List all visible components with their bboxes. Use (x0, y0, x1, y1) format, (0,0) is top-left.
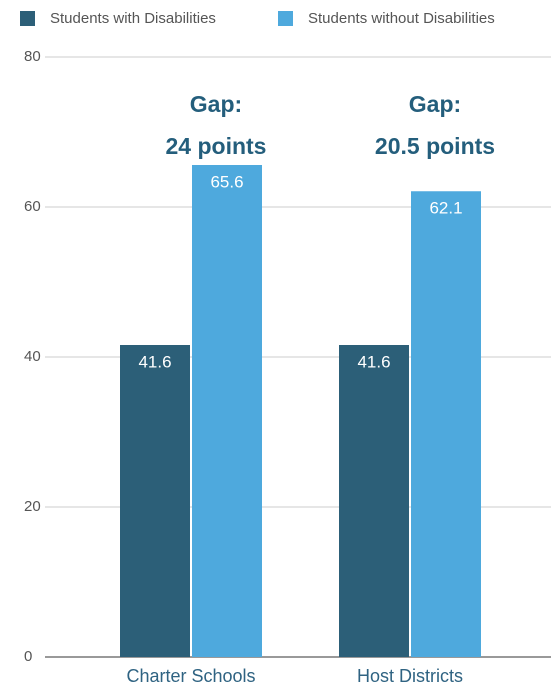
value-label: 41.6 (138, 352, 171, 371)
bar (120, 345, 190, 657)
y-tick-label: 20 (24, 498, 41, 515)
x-tick-label: Charter Schools (126, 666, 255, 686)
bar (411, 191, 481, 657)
annotation: 24 points (166, 133, 267, 159)
annotation: Gap: (409, 91, 461, 117)
annotation: Gap: (190, 91, 242, 117)
value-label: 65.6 (210, 172, 243, 191)
x-tick-label: Host Districts (357, 666, 463, 686)
legend-label: Students without Disabilities (308, 10, 495, 27)
value-label: 62.1 (429, 199, 462, 218)
y-tick-label: 60 (24, 198, 41, 215)
annotation: 20.5 points (375, 133, 495, 159)
y-tick-label: 0 (24, 648, 32, 665)
bar (339, 345, 409, 657)
legend-swatch (20, 11, 35, 26)
y-tick-label: 40 (24, 348, 41, 365)
value-label: 41.6 (357, 352, 390, 371)
legend-swatch (278, 11, 293, 26)
y-tick-label: 80 (24, 48, 41, 65)
legend-label: Students with Disabilities (50, 10, 216, 27)
bar (192, 165, 262, 657)
